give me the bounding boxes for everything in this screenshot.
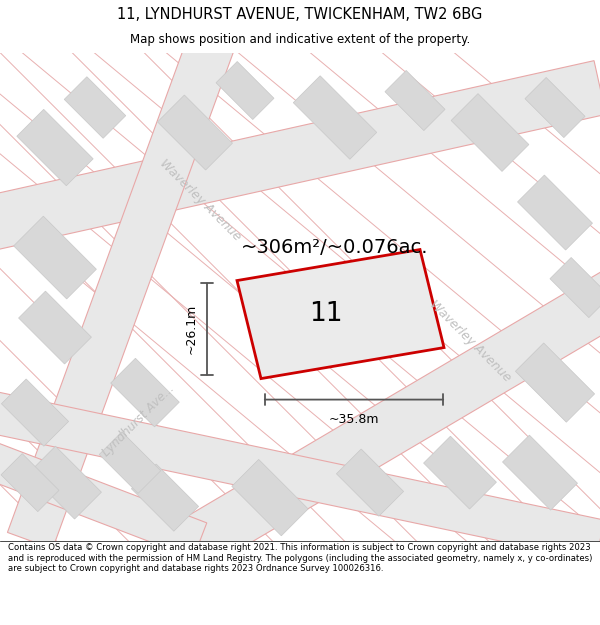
Polygon shape xyxy=(14,216,97,299)
Polygon shape xyxy=(293,76,377,159)
Text: ~306m²/~0.076ac.: ~306m²/~0.076ac. xyxy=(241,238,429,257)
Polygon shape xyxy=(518,175,592,250)
Polygon shape xyxy=(64,77,126,138)
Polygon shape xyxy=(0,61,600,254)
Polygon shape xyxy=(424,436,496,509)
Text: Waverley Avenue: Waverley Avenue xyxy=(427,298,513,384)
Polygon shape xyxy=(216,61,274,119)
Polygon shape xyxy=(385,71,445,131)
Polygon shape xyxy=(503,435,577,510)
Polygon shape xyxy=(232,459,308,536)
Text: ~26.1m: ~26.1m xyxy=(185,304,197,354)
Polygon shape xyxy=(131,464,199,531)
Text: Waverley Avenue: Waverley Avenue xyxy=(157,158,243,244)
Polygon shape xyxy=(0,435,207,558)
Text: 11: 11 xyxy=(309,301,342,327)
Text: Map shows position and indicative extent of the property.: Map shows position and indicative extent… xyxy=(130,33,470,46)
Text: Contains OS data © Crown copyright and database right 2021. This information is : Contains OS data © Crown copyright and d… xyxy=(8,543,592,573)
Polygon shape xyxy=(337,449,404,516)
Polygon shape xyxy=(111,358,179,427)
Polygon shape xyxy=(237,249,444,379)
Text: Lyndhurst Ave...: Lyndhurst Ave... xyxy=(100,382,176,459)
Polygon shape xyxy=(550,258,600,318)
Polygon shape xyxy=(1,379,68,446)
Polygon shape xyxy=(1,454,59,512)
Polygon shape xyxy=(19,291,91,364)
Polygon shape xyxy=(99,432,161,493)
Text: 11, LYNDHURST AVENUE, TWICKENHAM, TW2 6BG: 11, LYNDHURST AVENUE, TWICKENHAM, TW2 6B… xyxy=(118,8,482,22)
Text: ~35.8m: ~35.8m xyxy=(329,413,379,426)
Polygon shape xyxy=(29,446,101,519)
Polygon shape xyxy=(525,78,585,138)
Polygon shape xyxy=(451,94,529,171)
Polygon shape xyxy=(17,109,93,186)
Polygon shape xyxy=(186,269,600,564)
Polygon shape xyxy=(0,387,600,561)
Polygon shape xyxy=(515,343,595,422)
Polygon shape xyxy=(7,24,238,549)
Polygon shape xyxy=(158,95,232,170)
